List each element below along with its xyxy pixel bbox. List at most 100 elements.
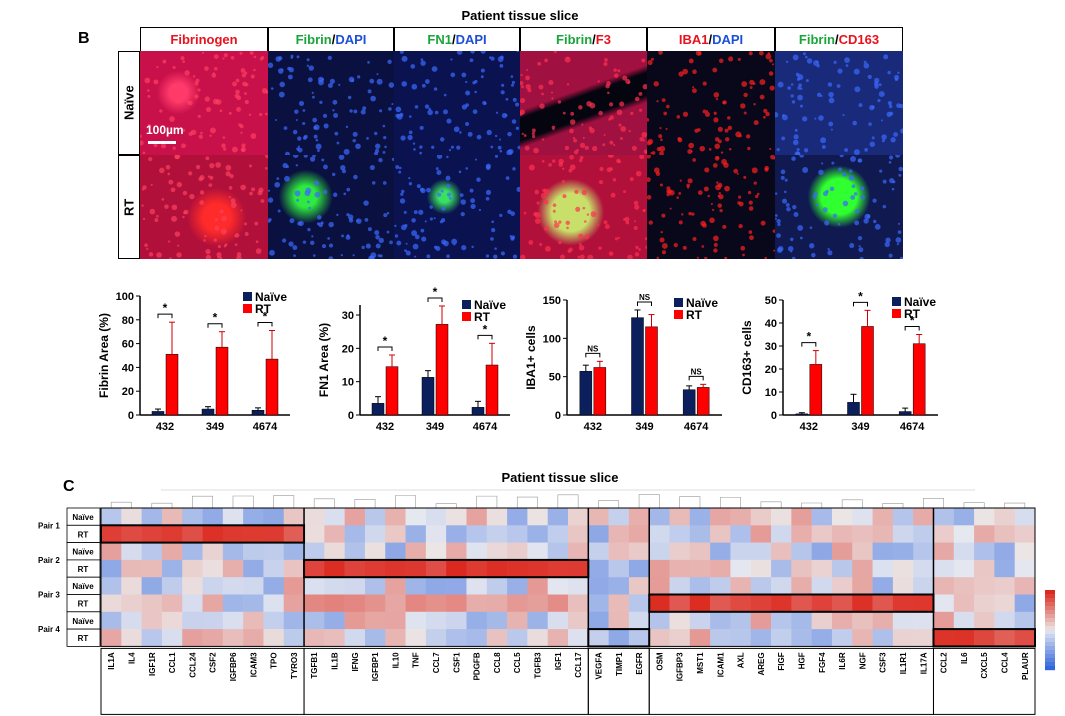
heatmap-cell (466, 508, 488, 526)
micrograph-nuclei (268, 155, 394, 259)
bar (861, 326, 874, 416)
gene-label: TNF (412, 652, 421, 668)
heatmap-cell (182, 594, 203, 613)
dendrogram-branch (923, 497, 944, 508)
heatmap-cell (994, 594, 1015, 613)
heatmap-cell (344, 611, 366, 630)
gene-label: IL1B (331, 652, 340, 670)
color-scale-segment (1045, 626, 1055, 631)
bar (912, 343, 926, 416)
heatmap-cell (161, 577, 183, 595)
heatmap-cell (446, 594, 467, 613)
heatmap-cell (994, 508, 1015, 526)
column-header-part: Fibrin (798, 32, 835, 47)
heatmap-cell (710, 577, 731, 595)
heatmap-cell (486, 525, 508, 543)
heatmap-cell (344, 508, 366, 526)
heatmap-cell (202, 629, 224, 647)
micrograph-tile (268, 155, 395, 260)
gene-group-box (648, 647, 934, 715)
bar (847, 402, 860, 416)
heatmap-cell (933, 577, 955, 595)
heatmap-cell (243, 542, 264, 561)
column-header-part: / (451, 32, 456, 47)
significance-bracket (637, 301, 652, 306)
bar (631, 317, 644, 416)
heatmap-cell (913, 559, 934, 578)
heatmap-cell (324, 542, 345, 561)
heatmap-cell (730, 611, 752, 630)
heatmap-cell (628, 594, 650, 613)
bar (682, 389, 696, 416)
significance-label: * (858, 289, 863, 303)
y-tick-label: 10 (765, 387, 777, 399)
dendrogram-branch (1004, 502, 1026, 508)
heatmap-cell (831, 577, 853, 595)
row-label: Naïve (72, 582, 94, 591)
x-tick-label: 4674 (684, 421, 709, 433)
heatmap-cell (771, 559, 792, 578)
y-tick-label: 0 (555, 410, 561, 422)
heatmap-cell (182, 629, 203, 647)
heatmap-cell (101, 611, 122, 630)
heatmap-cell (872, 559, 894, 578)
heatmap-cell (771, 508, 792, 526)
bar (151, 411, 165, 416)
micrograph-grid: Fibrinogen Fibrin / DAPI FN1/DAPI Fibrin / F3 IB… (118, 27, 904, 263)
gene-label: MST1 (696, 652, 705, 674)
legend-label: Naïve (474, 298, 506, 312)
gene-label: TPO (270, 652, 279, 668)
y-axis-label: CD163+ cells (740, 320, 754, 395)
micrograph-tile (520, 51, 648, 156)
heatmap-cell (791, 508, 812, 526)
heatmap-cell (101, 577, 122, 595)
heatmap-cell (425, 611, 447, 630)
heatmap-cell (161, 594, 183, 613)
heatmap-cell (243, 525, 264, 543)
heatmap-cell (547, 542, 569, 561)
heatmap-cell (141, 559, 163, 578)
heatmap-cell (283, 559, 305, 578)
gene-label: CSF2 (209, 652, 218, 673)
heatmap-cell (182, 542, 203, 561)
heatmap-cell (527, 594, 548, 613)
heatmap-cell (791, 542, 812, 561)
micrograph-tile (268, 51, 395, 156)
gene-label: ICAM3 (249, 652, 258, 677)
significance-bracket (853, 301, 868, 307)
heatmap-border (100, 507, 1036, 647)
heatmap-cell (689, 577, 711, 595)
color-scale-segment (1045, 630, 1055, 635)
heatmap-cell (486, 611, 508, 630)
heatmap-cell (446, 525, 467, 543)
color-scale-segment (1045, 610, 1055, 615)
y-tick-label: 20 (765, 364, 777, 376)
heatmap-cell (588, 577, 609, 595)
heatmap-cell (547, 559, 569, 578)
heatmap-cell (243, 559, 264, 578)
heatmap-cell (1014, 525, 1036, 543)
gene-label: PDGFB (473, 652, 482, 680)
heatmap-cell (243, 577, 264, 595)
color-scale-segment (1045, 614, 1055, 619)
heatmap-cell (202, 508, 224, 526)
heatmap-cell (222, 629, 244, 647)
color-scale-segment (1045, 602, 1055, 607)
gene-label: IL10 (391, 652, 400, 669)
heatmap-cell (263, 525, 285, 543)
significance-label: NS (691, 367, 703, 376)
heatmap-cell (588, 508, 609, 526)
heatmap-cell (852, 508, 873, 526)
heatmap-cell (161, 559, 183, 578)
heatmap-cell (466, 629, 488, 647)
heatmap-cell (385, 508, 406, 526)
heatmap-cell (385, 542, 406, 561)
panel-c-letter: C (63, 478, 75, 495)
heatmap-cell (791, 629, 812, 647)
x-tick-label: 349 (635, 421, 653, 433)
heatmap-cell (385, 611, 406, 630)
gene-label: HGF (798, 652, 807, 669)
heatmap-cell (669, 559, 691, 578)
heatmap-cell (527, 611, 548, 630)
gene-label: FIGF (777, 652, 786, 670)
